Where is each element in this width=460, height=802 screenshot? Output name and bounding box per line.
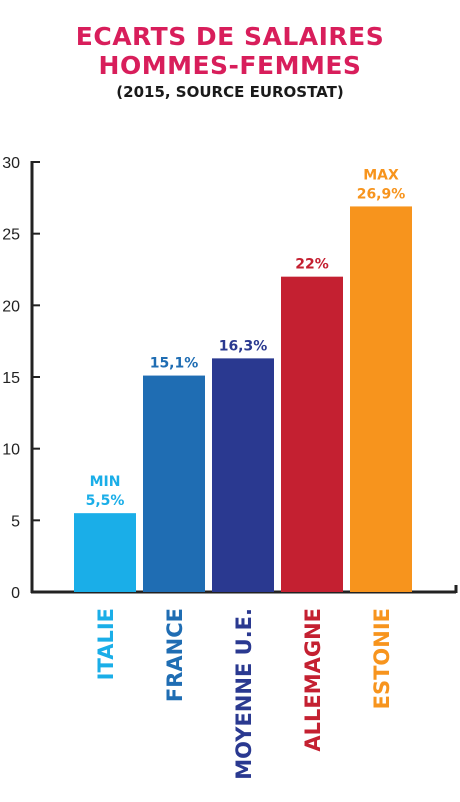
bar-value-label: 22% — [295, 257, 329, 273]
x-category-label: FRANCE — [163, 608, 187, 702]
chart-title-block: ECARTS DE SALAIRES HOMMES-FEMMES (2015, … — [0, 22, 460, 102]
bar-3 — [212, 358, 274, 592]
chart-subtitle: (2015, SOURCE EUROSTAT) — [116, 83, 344, 101]
bar-annotation: MIN — [90, 474, 121, 490]
y-tick-label: 30 — [2, 155, 20, 172]
y-tick-label: 5 — [11, 513, 20, 530]
y-tick-label: 0 — [11, 585, 20, 602]
bar-value-label: 26,9% — [357, 186, 406, 202]
bar-1 — [74, 513, 136, 592]
x-category-label: MOYENNE U.E. — [232, 608, 256, 780]
chart-title-line-1: ECARTS DE SALAIRES — [75, 22, 385, 51]
bar-5 — [350, 206, 412, 592]
y-tick-label: 15 — [2, 370, 20, 387]
bar-value-label: 16,3% — [219, 338, 268, 354]
y-tick-label: 10 — [2, 442, 20, 459]
bar-value-label: 5,5% — [86, 493, 125, 509]
bar-value-label: 15,1% — [150, 356, 199, 372]
bar-2 — [143, 375, 205, 592]
x-category-label: ESTONIE — [370, 608, 394, 709]
y-tick-label: 25 — [2, 227, 20, 244]
x-category-label: ALLEMAGNE — [301, 608, 325, 752]
bar-4 — [281, 276, 343, 592]
x-category-label: ITALIE — [94, 608, 118, 680]
chart-title-line-2: HOMMES-FEMMES — [98, 51, 362, 80]
y-tick-label: 20 — [2, 298, 20, 315]
bar-annotation: MAX — [363, 167, 399, 183]
